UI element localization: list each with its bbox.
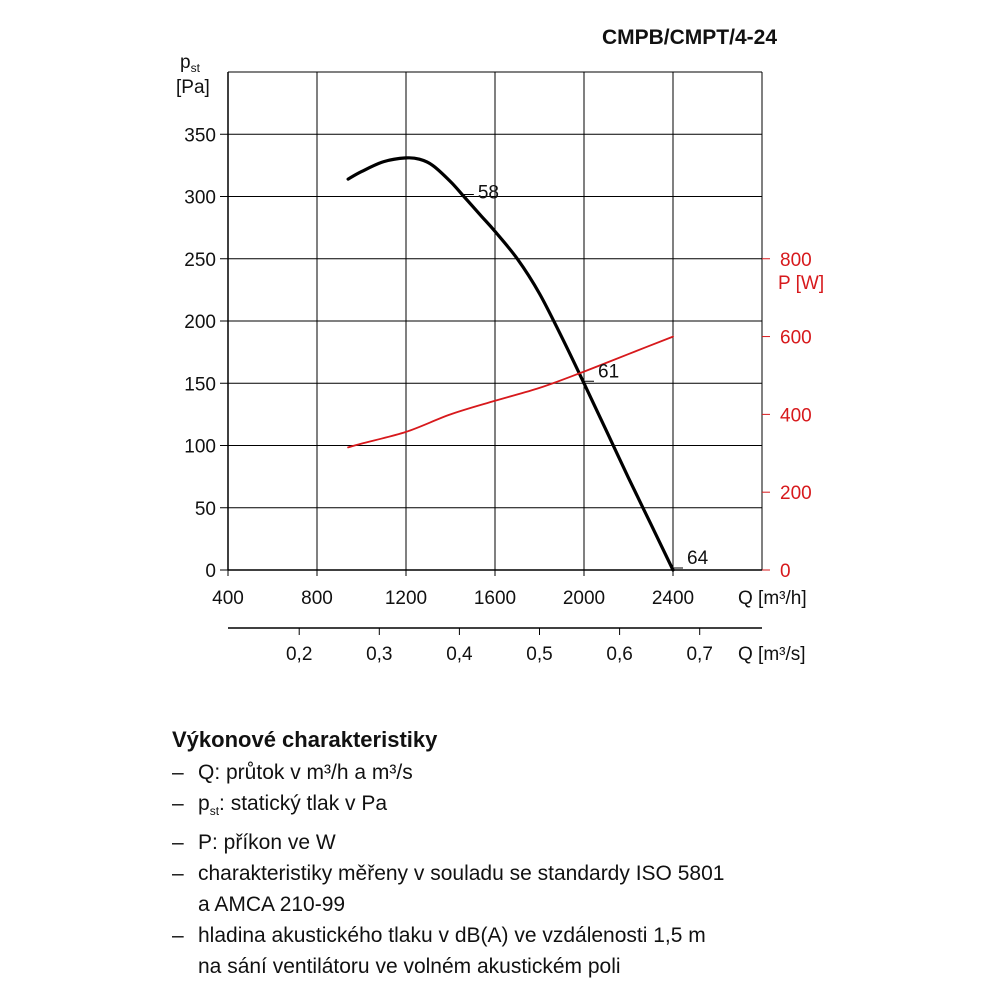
x-tick-label: 1600 [474,588,516,609]
x2-tick-label: 0,6 [606,644,632,665]
chart-title: CMPB/CMPT/4-24 [602,26,777,49]
y-axis-label-sub: st [191,61,201,75]
y-axis-label-main: p [180,52,191,73]
legend-list: – Q: průtok v m³/h a m³/s – pst: statick… [172,757,972,982]
y-tick-label: 350 [184,125,216,146]
x2-tick-label: 0,7 [686,644,712,665]
x2-tick-label: 0,3 [366,644,392,665]
legend-item: – Q: průtok v m³/h a m³/s [172,757,972,788]
y-axis-label: pst [180,52,201,75]
y-axis-ticks: 0 50 100 150 200 250 300 350 [184,125,228,582]
y-tick-label: 150 [184,374,216,395]
y2-axis-label: P [W] [778,273,824,294]
x-tick-label: 2400 [652,588,694,609]
legend-dash: – [172,761,184,784]
x-tick-label: 400 [212,588,244,609]
x-axis-ticks: 400 800 1200 1600 2000 2400 [212,570,694,609]
y-axis-unit: [Pa] [176,77,210,98]
legend-text-sub: st [209,804,220,819]
y2-tick-label: 600 [780,328,812,349]
y-tick-label: 300 [184,188,216,209]
legend-item: – pst: statický tlak v Pa [172,788,972,827]
legend-dash: – [172,924,184,948]
y-tick-label: 0 [205,561,216,582]
x2-axis-ticks: 0,2 0,3 0,4 0,5 0,6 0,7 [286,628,713,665]
y-tick-label: 50 [195,499,216,520]
annotation-label: 64 [687,548,709,569]
legend-text: hladina akustického tlaku v dB(A) ve vzd… [198,924,706,979]
legend-item: – charakteristiky měřeny v souladu se st… [172,858,972,920]
legend-text-main: p [198,792,210,815]
pressure-curve-line [346,156,675,572]
curve-annotations: 58 61 64 [463,183,709,569]
legend-text: Q: průtok v m³/h a m³/s [198,761,413,784]
x-tick-label: 800 [301,588,333,609]
x2-axis-label: Q [m³/s] [738,644,806,665]
legend-item: – P: příkon ve W [172,827,972,858]
y-tick-label: 100 [184,437,216,458]
x2-tick-label: 0,4 [446,644,473,665]
legend-notes: Výkonové charakteristiky – Q: průtok v m… [172,727,972,982]
y2-tick-label: 400 [780,405,812,426]
annotation-label: 58 [478,183,499,204]
legend-item: – hladina akustického tlaku v dB(A) ve v… [172,920,972,982]
x2-tick-label: 0,5 [526,644,552,665]
legend-dash: – [172,792,184,815]
chart-grid [228,71,763,570]
annotation-label: 61 [598,361,619,382]
legend-heading: Výkonové charakteristiky [172,727,438,752]
legend-text: pst: statický tlak v Pa [198,788,387,827]
y2-axis-ticks: 0 200 400 600 800 [762,250,812,582]
x-axis-label: Q [m³/h] [738,588,807,609]
legend-dash: – [172,862,184,886]
x2-tick-label: 0,2 [286,644,312,665]
legend-text: charakteristiky měřeny v souladu se stan… [198,862,725,917]
x-tick-label: 1200 [385,588,427,609]
power-curve-line [347,335,674,449]
legend-dash: – [172,831,184,855]
y-tick-label: 250 [184,250,216,271]
fan-performance-chart: 400 800 1200 1600 2000 2400 0,2 0,3 0,4 0,5 0,6 0,… [176,26,824,665]
y-tick-label: 200 [184,312,216,333]
y2-tick-label: 800 [780,250,812,271]
legend-text: P: příkon ve W [198,831,336,855]
chart-series [346,156,675,572]
legend-text-rest: : statický tlak v Pa [219,792,388,815]
x-tick-label: 2000 [563,588,605,609]
y2-tick-label: 200 [780,483,812,504]
y2-tick-label: 0 [780,561,791,582]
